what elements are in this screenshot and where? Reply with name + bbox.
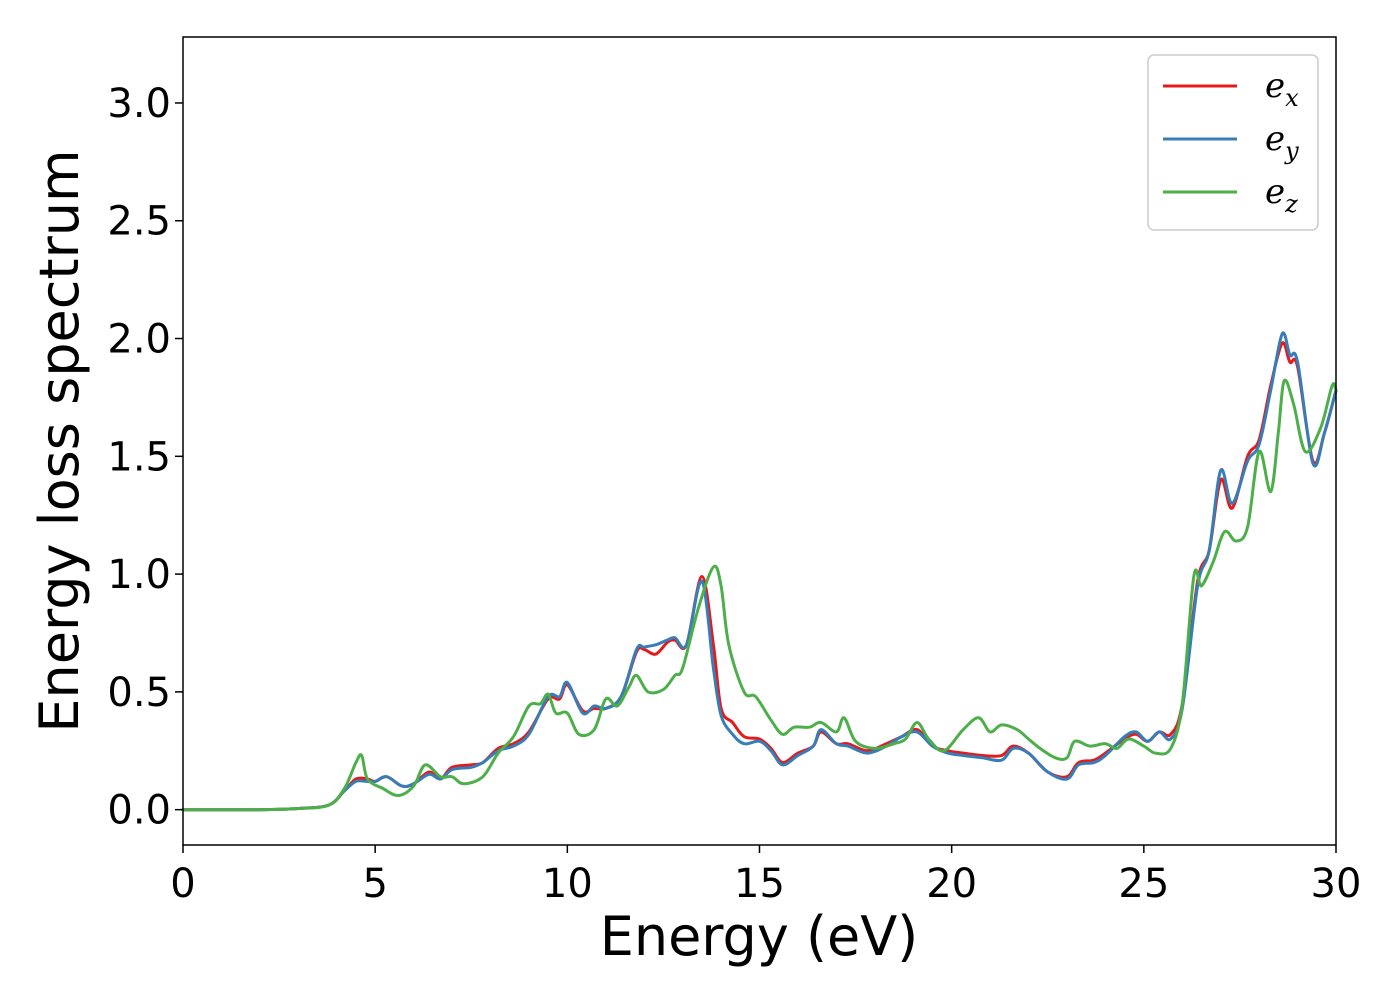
y-tick-label: 0.0 [107, 788, 171, 834]
y-tick-label: 1.5 [107, 434, 171, 480]
x-tick-label: 20 [926, 861, 977, 907]
y-tick-label: 0.5 [107, 670, 171, 716]
legend-frame [1147, 54, 1319, 231]
y-tick-label: 3.0 [107, 81, 171, 127]
legend-label-ex: ex [1265, 66, 1299, 112]
x-tick-label: 5 [362, 861, 387, 907]
series-line-ez [181, 378, 1338, 812]
series-line-ex [181, 341, 1338, 812]
x-tick-label: 0 [170, 861, 195, 907]
series-line-ey [181, 331, 1338, 812]
y-axis-ticks: 0.0 0.5 1.0 1.5 2.0 2.5 3.0 [107, 81, 183, 834]
x-tick-label: 30 [1311, 861, 1362, 907]
x-tick-label: 15 [734, 861, 785, 907]
x-tick-label: 25 [1118, 861, 1169, 907]
legend-label-ey: ey [1265, 119, 1299, 165]
x-tick-label: 10 [542, 861, 593, 907]
x-axis-label: Energy (eV) [600, 905, 919, 968]
y-tick-label: 1.0 [107, 552, 171, 598]
y-tick-label: 2.5 [107, 199, 171, 245]
y-axis-label: Energy loss spectrum [28, 149, 91, 732]
y-tick-label: 2.0 [107, 317, 171, 363]
x-axis-ticks: 0 5 10 15 20 25 30 [170, 845, 1361, 907]
series-layer [181, 331, 1338, 812]
